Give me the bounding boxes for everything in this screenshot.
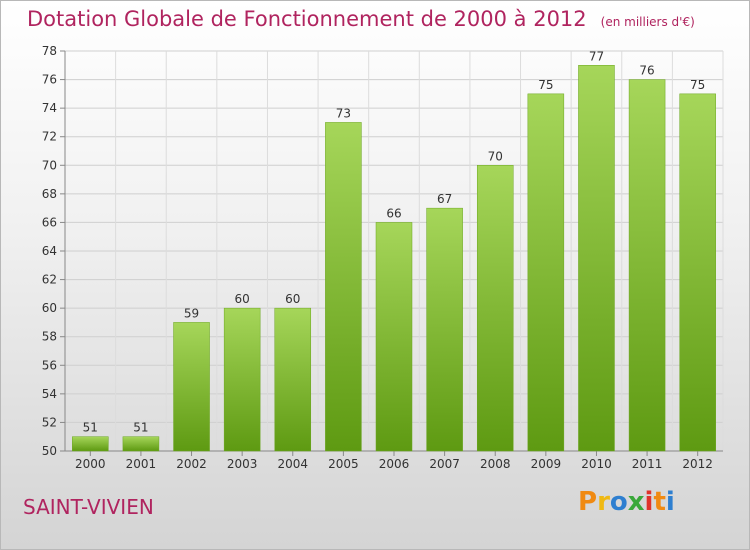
data-label-2002: 59 xyxy=(184,306,199,320)
y-tick-label: 72 xyxy=(42,130,57,144)
data-label-2010: 77 xyxy=(589,49,604,63)
y-tick-label: 52 xyxy=(42,415,57,429)
bar-2004 xyxy=(274,307,312,452)
data-label-2006: 66 xyxy=(386,206,401,220)
x-tick-label-2002: 2002 xyxy=(176,457,207,471)
x-tick-label-2004: 2004 xyxy=(277,457,308,471)
data-label-2009: 75 xyxy=(538,78,553,92)
bar-2010 xyxy=(578,65,615,452)
bar-2003 xyxy=(223,307,261,452)
logo-letter: i xyxy=(665,487,675,517)
bar-2008 xyxy=(476,165,514,452)
bar-2005 xyxy=(325,122,362,452)
y-tick-label: 70 xyxy=(42,158,57,172)
data-label-2008: 70 xyxy=(488,149,503,163)
bar-2002 xyxy=(173,322,210,452)
y-tick-label: 76 xyxy=(42,73,57,87)
y-tick-label: 56 xyxy=(42,358,57,372)
y-tick-label: 74 xyxy=(42,101,57,115)
y-tick-label: 78 xyxy=(42,44,57,58)
data-label-2001: 51 xyxy=(133,421,148,435)
logo-letter: o xyxy=(609,487,628,517)
data-label-2000: 51 xyxy=(83,421,98,435)
y-tick-label: 50 xyxy=(42,444,57,458)
x-tick-label-2005: 2005 xyxy=(328,457,359,471)
chart-title-text: Dotation Globale de Fonctionnement de 20… xyxy=(27,7,587,31)
x-tick-label-2010: 2010 xyxy=(581,457,612,471)
data-label-2007: 67 xyxy=(437,192,452,206)
logo-letter: t xyxy=(653,487,666,517)
chart-unit-note: (en milliers d'€) xyxy=(600,15,695,29)
chart-title: Dotation Globale de Fonctionnement de 20… xyxy=(27,7,695,31)
data-label-2011: 76 xyxy=(639,64,654,78)
logo-letter: P xyxy=(578,487,598,517)
commune-name: SAINT-VIVIEN xyxy=(23,495,154,519)
x-tick-label-2007: 2007 xyxy=(429,457,460,471)
x-tick-label-2012: 2012 xyxy=(682,457,713,471)
x-tick-label-2009: 2009 xyxy=(531,457,562,471)
bar-2009 xyxy=(527,93,565,452)
x-tick-label-2008: 2008 xyxy=(480,457,511,471)
x-tick-label-2000: 2000 xyxy=(75,457,106,471)
proxiti-logo: Proxiti xyxy=(578,487,675,517)
y-tick-label: 66 xyxy=(42,215,57,229)
y-tick-label: 64 xyxy=(42,244,57,258)
data-label-2005: 73 xyxy=(336,106,351,120)
bar-2006 xyxy=(375,222,413,452)
x-tick-label-2001: 2001 xyxy=(126,457,157,471)
y-tick-label: 68 xyxy=(42,187,57,201)
y-tick-label: 60 xyxy=(42,301,57,315)
y-tick-label: 58 xyxy=(42,330,57,344)
x-tick-label-2003: 2003 xyxy=(227,457,258,471)
bar-2011 xyxy=(628,79,666,452)
bar-2007 xyxy=(426,207,463,452)
bar-2001 xyxy=(122,436,160,452)
data-label-2012: 75 xyxy=(690,78,705,92)
logo-letter: i xyxy=(644,487,654,517)
y-tick-label: 62 xyxy=(42,273,57,287)
logo-letter: r xyxy=(597,487,610,517)
bar-2012 xyxy=(679,93,716,452)
logo-letter: x xyxy=(627,487,645,517)
data-label-2003: 60 xyxy=(235,292,250,306)
data-label-2004: 60 xyxy=(285,292,300,306)
bars-layer xyxy=(72,65,716,452)
x-tick-label-2011: 2011 xyxy=(632,457,663,471)
labels-layer: 50 52 54 56 58 60 62 64 66 68 70 72 74 76 78 51 2000 51 20… xyxy=(42,44,713,471)
x-tick-label-2006: 2006 xyxy=(379,457,410,471)
bar-2000 xyxy=(72,436,109,452)
y-tick-label: 54 xyxy=(42,387,57,401)
